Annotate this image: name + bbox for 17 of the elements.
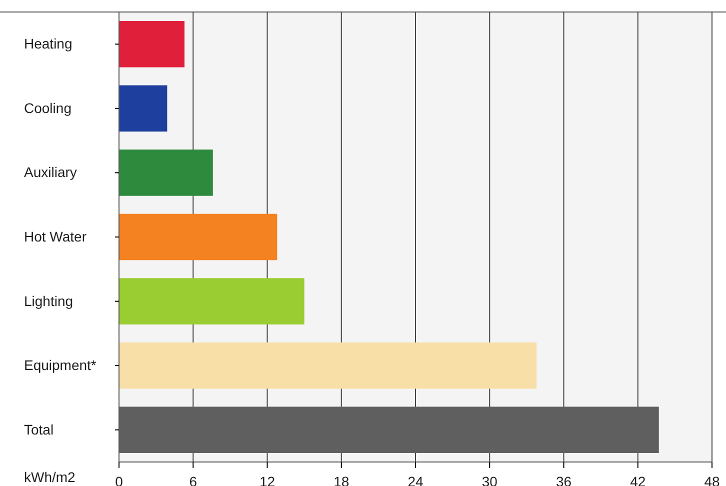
y-tick-label: Hot Water xyxy=(24,228,87,244)
y-tick-label: Cooling xyxy=(24,100,72,116)
y-tick-label: Total xyxy=(24,421,54,438)
y-tick-label: Lighting xyxy=(24,292,74,309)
x-tick-label: 24 xyxy=(408,473,424,486)
bar xyxy=(119,85,168,132)
x-tick-label: 12 xyxy=(259,473,276,486)
x-tick-label: 42 xyxy=(630,473,646,486)
bar xyxy=(119,150,213,196)
bar xyxy=(119,21,184,68)
y-tick-label: Equipment* xyxy=(24,357,97,374)
bar xyxy=(119,214,278,260)
x-axis-title: kWh/m2 xyxy=(24,469,76,485)
bar xyxy=(119,342,537,389)
y-tick-label: Heating xyxy=(24,36,72,52)
y-tick-label: Auxiliary xyxy=(24,164,77,180)
bar xyxy=(119,278,304,324)
